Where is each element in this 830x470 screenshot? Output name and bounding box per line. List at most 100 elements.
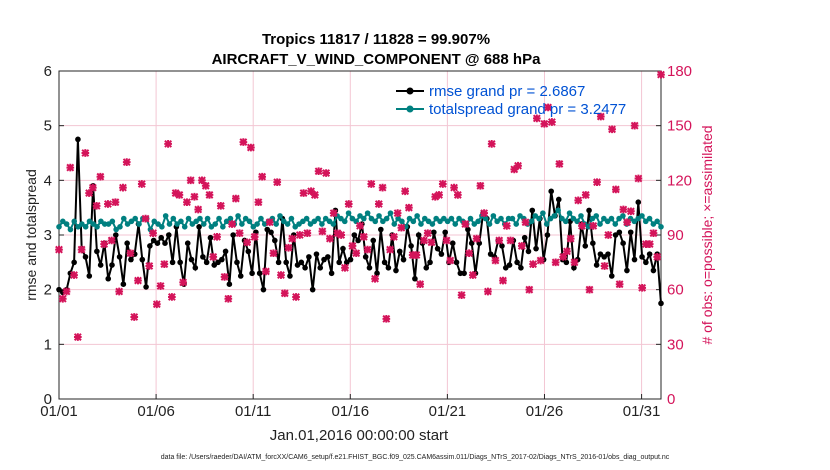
obs-count-point: [596, 112, 605, 121]
y2-tick-label: 120: [667, 172, 692, 189]
obs-count-point: [265, 218, 274, 227]
obs-count-point: [205, 191, 214, 199]
totalspread-point: [94, 224, 100, 230]
obs-count-point: [209, 252, 218, 261]
rmse-point: [506, 262, 513, 268]
totalspread-point: [197, 215, 203, 222]
totalspread-point: [63, 221, 70, 227]
obs-count-point: [423, 229, 432, 238]
rmse-point: [336, 259, 342, 266]
rmse-point: [544, 232, 551, 238]
totalspread-point: [216, 215, 222, 222]
totalspread-point: [551, 213, 558, 219]
rmse-point: [249, 270, 255, 277]
totalspread-point: [513, 221, 520, 227]
totalspread-point: [170, 215, 177, 222]
obs-count-point: [228, 220, 236, 228]
obs-count-point: [412, 251, 421, 259]
totalspread-point: [528, 218, 535, 225]
obs-count-point: [555, 160, 564, 168]
obs-count-point: [374, 200, 383, 208]
rmse-point: [82, 254, 89, 260]
y2-tick-label: 30: [667, 336, 684, 353]
obs-count-point: [487, 139, 496, 148]
obs-count-point: [476, 181, 485, 190]
rmse-point: [328, 270, 335, 277]
obs-count-point: [216, 201, 225, 210]
obs-count-point: [645, 240, 654, 249]
obs-count-point: [450, 183, 458, 192]
totalspread-point: [467, 215, 474, 222]
rmse-point: [71, 259, 77, 266]
totalspread-point: [387, 210, 394, 216]
obs-count-point: [262, 267, 270, 276]
rmse-point: [192, 265, 199, 271]
obs-count-point: [344, 200, 353, 208]
rmse-series-line: [58, 139, 662, 304]
obs-count-point: [382, 314, 391, 323]
rmse-point: [109, 262, 115, 268]
obs-count-point: [600, 262, 609, 270]
rmse-point: [158, 234, 165, 241]
totalspread-point: [372, 218, 379, 225]
y-tick-label: 0: [44, 391, 52, 408]
rmse-point: [306, 254, 312, 260]
y2-tick-label: 60: [667, 282, 684, 299]
totalspread-point: [361, 215, 367, 222]
obs-count-point: [649, 229, 658, 238]
obs-count-point: [348, 242, 357, 250]
totalspread-point: [654, 218, 660, 225]
obs-count-point: [55, 245, 63, 254]
obs-count-point: [224, 294, 233, 303]
obs-count-point: [593, 178, 601, 187]
rmse-point: [408, 243, 414, 249]
y2-tick-label: 90: [667, 227, 684, 244]
rmse-point: [177, 259, 183, 266]
obs-count-point: [149, 229, 157, 238]
obs-count-point: [363, 245, 372, 254]
obs-count-point: [563, 247, 571, 256]
obs-count-point: [284, 243, 293, 252]
obs-count-point: [213, 232, 221, 241]
obs-count-point: [619, 205, 628, 214]
rmse-point: [351, 232, 358, 238]
totalspread-point: [82, 224, 89, 230]
totalspread-point: [509, 215, 516, 222]
obs-count-point: [246, 143, 255, 152]
totalspread-point: [555, 207, 561, 214]
obs-count-point: [386, 245, 395, 254]
obs-count-point: [307, 187, 315, 196]
obs-count-point: [145, 262, 154, 270]
rmse-point: [533, 245, 539, 252]
obs-count-points: [55, 70, 665, 341]
rmse-point: [635, 199, 642, 205]
rmse-point: [525, 248, 532, 255]
obs-count-point: [551, 258, 560, 267]
rmse-point: [283, 259, 289, 266]
obs-count-point: [416, 280, 425, 289]
totalspread-point: [597, 221, 603, 227]
rmse-point: [571, 265, 577, 271]
obs-count-point: [521, 218, 530, 227]
obs-count-point: [427, 238, 436, 247]
obs-count-point: [536, 256, 545, 265]
totalspread-point: [536, 215, 542, 222]
totalspread-point: [204, 215, 211, 222]
obs-count-point: [183, 198, 191, 207]
obs-count-point: [66, 163, 75, 172]
totalspread-point: [639, 213, 645, 219]
totalspread-point: [646, 215, 653, 222]
totalspread-point: [200, 221, 207, 227]
totalspread-point: [414, 213, 420, 219]
obs-count-point: [495, 236, 504, 245]
totalspread-point: [376, 213, 382, 219]
rmse-point: [563, 259, 570, 266]
rmse-point: [298, 259, 305, 266]
obs-count-point: [491, 256, 500, 265]
rmse-point: [461, 270, 467, 277]
x-tick-label: 01/26: [526, 403, 564, 420]
obs-count-point: [581, 191, 590, 199]
data-file-footnote: data file: /Users/raeder/DAI/ATM_forcXX/…: [161, 454, 670, 461]
obs-count-point: [499, 276, 507, 285]
obs-count-point: [280, 289, 289, 298]
